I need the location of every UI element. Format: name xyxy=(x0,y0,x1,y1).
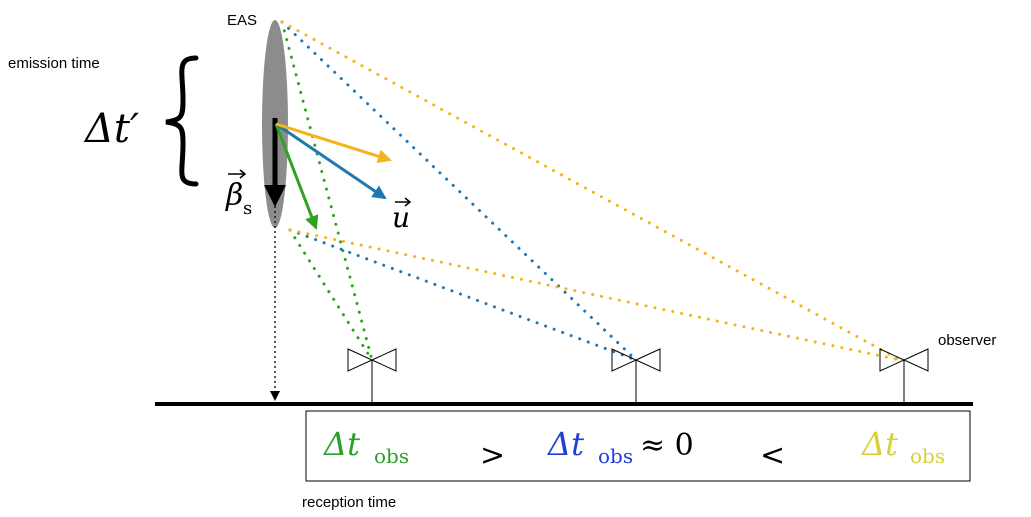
comparison-middle: Δt obs ≈ 0 xyxy=(546,425,694,468)
orange-vector xyxy=(276,124,390,160)
beta-s-subscript: s xyxy=(243,198,252,219)
observer-label: observer xyxy=(938,332,996,349)
operator-greater: > xyxy=(480,438,505,473)
left-delta-t: Δt xyxy=(322,425,360,463)
rays-from-bottom xyxy=(290,230,900,360)
blue-ray-bottom xyxy=(290,230,636,360)
emission-time-label: emission time xyxy=(8,55,100,72)
comparison-right: Δt obs xyxy=(860,425,945,468)
blue-ray-top xyxy=(282,22,636,360)
middle-delta-t: Δt xyxy=(546,425,584,463)
operator-less: < xyxy=(760,438,785,473)
comparison-left: Δt obs xyxy=(322,425,409,468)
green-ray-bottom xyxy=(290,230,372,360)
u-vector-label: u xyxy=(392,198,410,234)
beta-s-label: β s xyxy=(225,170,252,219)
eas-label: EAS xyxy=(227,12,257,29)
antenna-blue xyxy=(612,349,660,404)
delta-t-prime-label: Δt′ xyxy=(83,106,139,152)
beta-s-vector-arrow-icon xyxy=(228,170,245,178)
reception-time-label: reception time xyxy=(302,494,396,511)
emission-brace xyxy=(166,58,196,184)
right-delta-t: Δt xyxy=(860,425,898,463)
beta-s-symbol: β xyxy=(225,178,243,213)
u-symbol: u xyxy=(392,201,410,234)
middle-approx-zero: ≈ 0 xyxy=(640,428,694,463)
right-obs-sub: obs xyxy=(910,444,945,468)
middle-obs-sub: obs xyxy=(598,444,633,468)
left-obs-sub: obs xyxy=(374,444,409,468)
orange-ray-bottom xyxy=(290,230,900,360)
green-ray-top xyxy=(282,22,372,360)
blue-vector-u xyxy=(276,124,385,198)
